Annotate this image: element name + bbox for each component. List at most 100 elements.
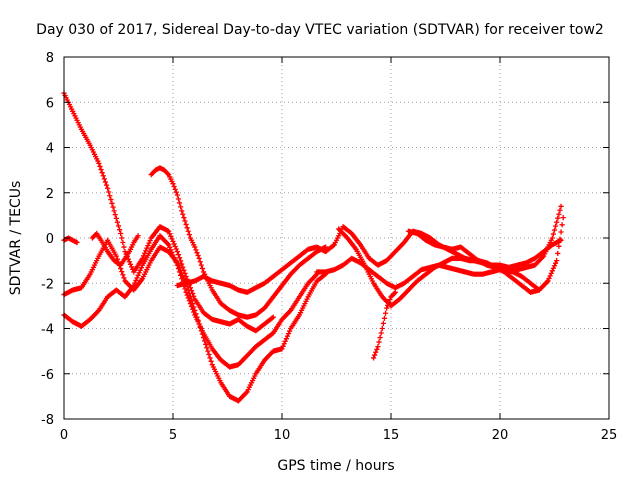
- data-point: [379, 325, 385, 332]
- data-point: [114, 219, 121, 225]
- data-point: [376, 339, 382, 345]
- data-point: [102, 179, 109, 185]
- data-point: [100, 173, 106, 179]
- data-point: [171, 241, 177, 247]
- data-point: [197, 259, 203, 265]
- data-point: [560, 215, 566, 221]
- data-point: [192, 244, 198, 250]
- data-point: [282, 338, 288, 344]
- data-point: [120, 272, 126, 278]
- y-tick-label: 4: [46, 142, 54, 157]
- data-point: [203, 341, 209, 347]
- data-point: [127, 261, 134, 267]
- data-point: [190, 306, 196, 312]
- data-point: [323, 244, 329, 250]
- data-point: [552, 223, 559, 229]
- data-point: [375, 344, 381, 350]
- data-point: [187, 301, 194, 307]
- data-point: [199, 265, 206, 272]
- data-point: [185, 228, 191, 234]
- data-point: [559, 222, 565, 228]
- data-point: [557, 236, 563, 242]
- data-point: [179, 276, 185, 282]
- data-point: [180, 211, 186, 217]
- data-point: [182, 218, 188, 224]
- data-point: [555, 215, 561, 221]
- data-point: [270, 314, 276, 320]
- data-point: [101, 176, 107, 182]
- y-tick-label: -6: [41, 368, 54, 383]
- data-point: [194, 250, 200, 256]
- data-point: [178, 204, 184, 210]
- data-point: [178, 272, 184, 278]
- data-point: [554, 258, 560, 264]
- data-point: [550, 265, 557, 271]
- data-point: [173, 246, 179, 252]
- data-point: [195, 252, 201, 259]
- data-point: [205, 348, 211, 354]
- data-point: [169, 236, 175, 242]
- y-tick-label: 2: [46, 187, 54, 202]
- data-point: [377, 334, 383, 341]
- data-point: [178, 258, 184, 264]
- data-point: [120, 239, 126, 246]
- y-tick-label: -4: [41, 323, 54, 338]
- data-point: [103, 182, 110, 188]
- data-point: [558, 229, 564, 235]
- data-point: [98, 166, 104, 173]
- data-point: [378, 330, 384, 336]
- data-point: [112, 212, 118, 218]
- data-point: [186, 298, 192, 304]
- data-point: [549, 268, 555, 274]
- data-point: [193, 247, 199, 253]
- data-point: [179, 208, 185, 214]
- y-tick-label: 6: [46, 96, 54, 111]
- x-tick-label: 25: [601, 428, 618, 443]
- data-point: [556, 211, 562, 217]
- data-point: [176, 269, 183, 275]
- data-point: [191, 309, 197, 315]
- data-point: [188, 303, 195, 310]
- data-point: [184, 292, 190, 298]
- data-point: [115, 223, 122, 229]
- data-point: [183, 289, 189, 295]
- data-point: [554, 219, 560, 225]
- x-tick-label: 20: [492, 428, 509, 443]
- data-point: [182, 286, 188, 292]
- data-point: [373, 349, 379, 355]
- data-point: [548, 270, 554, 276]
- data-point: [175, 265, 182, 272]
- data-point: [113, 253, 119, 259]
- data-point: [119, 269, 125, 275]
- data-point: [99, 170, 105, 176]
- data-point: [549, 235, 555, 241]
- chart-title: Day 030 of 2017, Sidereal Day-to-day VTE…: [36, 22, 604, 38]
- data-point: [174, 192, 180, 198]
- series-track-c: [61, 233, 320, 370]
- data-point: [110, 204, 116, 210]
- data-point: [170, 181, 176, 187]
- data-point: [118, 230, 124, 237]
- data-point: [135, 272, 141, 278]
- data-point: [119, 235, 125, 241]
- x-tick-label: 0: [60, 428, 68, 443]
- data-point: [96, 160, 102, 166]
- data-point: [381, 315, 388, 321]
- data-point: [208, 358, 214, 364]
- y-tick-label: -8: [41, 413, 54, 428]
- data-point: [126, 259, 132, 265]
- series-track-a: [61, 90, 276, 334]
- data-point: [74, 239, 80, 246]
- data-point: [380, 320, 386, 327]
- data-point: [172, 243, 178, 250]
- tick-layer: 0 5 10 15 20 25 -8 -6 -4 -2 0 2 4 6 8: [41, 51, 617, 443]
- y-tick-label: -2: [41, 277, 54, 292]
- data-point: [173, 189, 179, 195]
- data-point: [374, 346, 380, 353]
- data-point: [144, 245, 150, 251]
- data-point: [386, 299, 392, 306]
- data-point: [97, 163, 103, 170]
- y-tick-label: 8: [46, 51, 54, 66]
- data-point: [385, 302, 391, 308]
